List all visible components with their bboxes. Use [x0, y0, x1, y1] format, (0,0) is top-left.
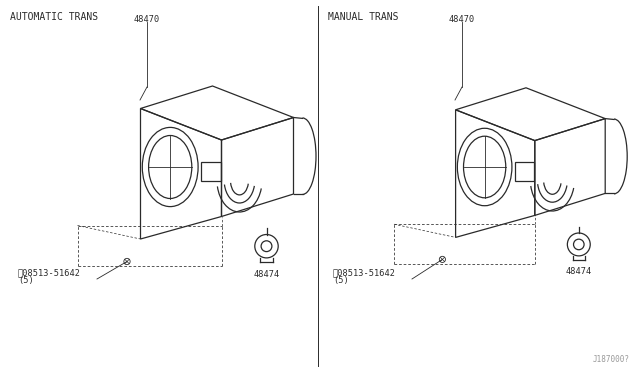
Text: 48470: 48470	[449, 15, 475, 24]
Text: AUTOMATIC TRANS: AUTOMATIC TRANS	[10, 12, 98, 22]
Bar	[201, 161, 221, 182]
Text: J187000?: J187000?	[593, 355, 630, 364]
Text: 48474: 48474	[566, 267, 592, 276]
Text: 48474: 48474	[253, 270, 280, 279]
Text: (5): (5)	[18, 276, 34, 285]
Bar	[515, 162, 534, 181]
Text: MANUAL TRANS: MANUAL TRANS	[328, 12, 399, 22]
Text: Ⓝ08513-51642: Ⓝ08513-51642	[333, 268, 396, 277]
Text: Ⓝ08513-51642: Ⓝ08513-51642	[18, 268, 81, 277]
Text: (5): (5)	[333, 276, 349, 285]
Text: 48470: 48470	[134, 15, 160, 24]
